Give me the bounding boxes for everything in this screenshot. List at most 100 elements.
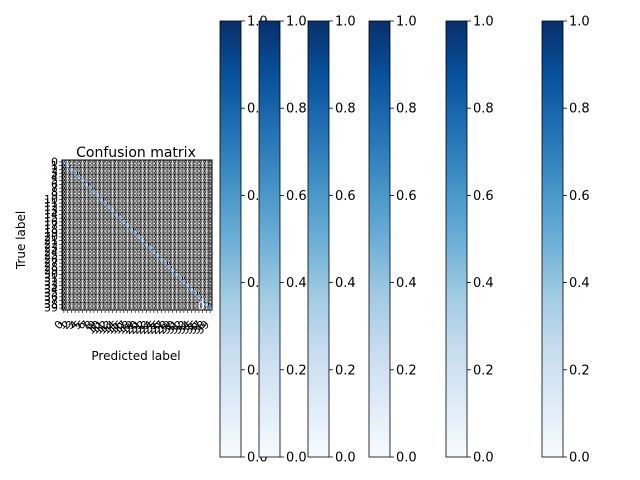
matrix-cell-diag-4	[77, 175, 81, 179]
cell-value-25-21: 0.00	[138, 253, 147, 258]
cell-value-36-15: 0.00	[116, 294, 125, 299]
cell-value-12-20: 0.00	[134, 204, 143, 209]
cell-value-23-31: 0.00	[176, 246, 185, 251]
cell-value-15-38: 0.00	[202, 216, 211, 221]
cell-value-37-22: 0.00	[142, 298, 151, 303]
cell-value-11-7: 0.00	[86, 201, 95, 206]
cell-value-16-23: 0.00	[146, 219, 155, 224]
cell-value-21-11: 0.00	[101, 238, 110, 243]
cell-value-11-39: 0.00	[206, 201, 215, 206]
cell-value-23-23: 0.96	[146, 246, 155, 251]
cell-value-17-7: 0.00	[86, 223, 95, 228]
cell-value-8-33: 0.00	[183, 189, 192, 194]
cell-value-23-13: 0.00	[108, 246, 117, 251]
cell-value-31-27: 0.00	[161, 276, 170, 281]
cell-value-38-5: 0.00	[78, 302, 87, 307]
cell-value-15-28: 0.00	[164, 216, 173, 221]
cell-value-11-30: 0.00	[172, 201, 181, 206]
cell-value-34-7: 0.00	[86, 287, 95, 292]
cell-value-2-26: 0.00	[157, 167, 166, 172]
cell-value-33-13: 0.00	[108, 283, 117, 288]
cell-value-19-28: 0.00	[164, 231, 173, 236]
cell-value-33-34: 0.00	[187, 283, 196, 288]
cell-value-34-25: 0.00	[153, 287, 162, 292]
cell-value-0-14: 0.00	[112, 159, 121, 164]
cell-value-30-8: 0.00	[89, 272, 98, 277]
cell-value-24-5: 0.00	[78, 249, 87, 254]
cell-value-16-25: 0.00	[153, 219, 162, 224]
cell-value-16-11: 0.00	[101, 219, 110, 224]
cell-value-26-22: 0.00	[142, 257, 151, 262]
y-tick-label: 15	[44, 212, 58, 225]
cell-value-10-12: 0.00	[104, 197, 113, 202]
cell-value-1-9: 0.00	[93, 163, 102, 168]
cell-value-33-26: 0.00	[157, 283, 166, 288]
cell-value-21-12: 0.00	[104, 238, 113, 243]
cell-value-10-20: 0.00	[134, 197, 143, 202]
cell-value-28-2: 0.00	[67, 264, 76, 269]
cell-value-14-39: 0.00	[206, 212, 215, 217]
cell-value-37-14: 0.00	[112, 298, 121, 303]
cell-value-15-4: 0.00	[74, 216, 83, 221]
cell-value-9-23: 0.00	[146, 193, 155, 198]
cell-value-14-35: 0.00	[191, 212, 200, 217]
cell-value-12-11: 0.00	[101, 204, 110, 209]
cell-value-11-36: 0.00	[194, 201, 203, 206]
cell-value-25-1: 0.00	[63, 253, 72, 258]
cell-value-2-17: 0.00	[123, 167, 132, 172]
cell-value-30-17: 0.00	[123, 272, 132, 277]
cell-value-37-0: 0.00	[59, 298, 68, 303]
cell-value-2-11: 0.00	[101, 167, 110, 172]
cell-value-19-39: 0.00	[206, 231, 215, 236]
matrix-cell-diag-17	[125, 223, 130, 228]
cell-value-2-14: 0.00	[112, 167, 121, 172]
cell-value-29-6: 0.00	[82, 268, 91, 273]
cell-value-18-30: 0.00	[172, 227, 181, 232]
colorbar-tick-label: 0.0	[335, 451, 356, 466]
cell-value-12-13: 0.00	[108, 204, 117, 209]
cell-value-6-28: 0.00	[164, 182, 173, 187]
cell-value-1-25: 0.00	[153, 163, 162, 168]
cell-value-28-36: 0.00	[194, 264, 203, 269]
colorbar-frame	[307, 20, 330, 458]
cell-value-23-18: 0.00	[127, 246, 136, 251]
cell-value-31-1: 0.00	[63, 276, 72, 281]
cell-value-9-2: 0.00	[67, 193, 76, 198]
cell-value-22-29: 0.00	[168, 242, 177, 247]
cell-value-11-6: 0.00	[82, 201, 91, 206]
cell-value-2-39: 0.00	[206, 167, 215, 172]
cell-value-3-1: 0.00	[63, 171, 72, 176]
cell-value-35-25: 0.00	[153, 291, 162, 296]
cell-value-17-29: 0.00	[168, 223, 177, 228]
cell-value-32-18: 0.00	[127, 279, 136, 284]
cell-value-10-21: 0.00	[138, 197, 147, 202]
cell-value-1-15: 0.00	[116, 163, 125, 168]
cell-value-29-1: 0.00	[63, 268, 72, 273]
cell-value-1-2: 0.00	[67, 163, 76, 168]
cell-value-35-7: 0.00	[86, 291, 95, 296]
cell-value-19-38: 0.00	[202, 231, 211, 236]
cell-value-13-11: 0.00	[101, 208, 110, 213]
cell-value-1-10: 0.00	[97, 163, 106, 168]
cell-value-31-36: 0.00	[194, 276, 203, 281]
cell-value-24-8: 0.00	[89, 249, 98, 254]
cell-value-4-33: 0.00	[183, 174, 192, 179]
cell-value-17-2: 0.00	[67, 223, 76, 228]
cell-value-23-26: 0.00	[157, 246, 166, 251]
cell-value-6-27: 0.00	[161, 182, 170, 187]
cell-value-37-2: 0.00	[67, 298, 76, 303]
cell-value-28-14: 0.00	[112, 264, 121, 269]
cell-value-0-1: 0.00	[63, 159, 72, 164]
cell-value-24-7: 0.00	[86, 249, 95, 254]
cell-value-25-29: 0.00	[168, 253, 177, 258]
cell-value-25-28: 0.00	[164, 253, 173, 258]
cell-value-29-17: 0.00	[123, 268, 132, 273]
cell-value-27-5: 0.00	[78, 261, 87, 266]
cell-value-11-9: 0.00	[93, 201, 102, 206]
y-tick-label: 33	[44, 279, 58, 292]
cell-value-27-9: 0.00	[93, 261, 102, 266]
matrix-cell-diag-20	[137, 235, 141, 239]
cell-value-20-21: 0.00	[138, 234, 147, 239]
cell-value-9-4: 0.00	[74, 193, 83, 198]
cell-value-33-10: 0.00	[97, 283, 106, 288]
